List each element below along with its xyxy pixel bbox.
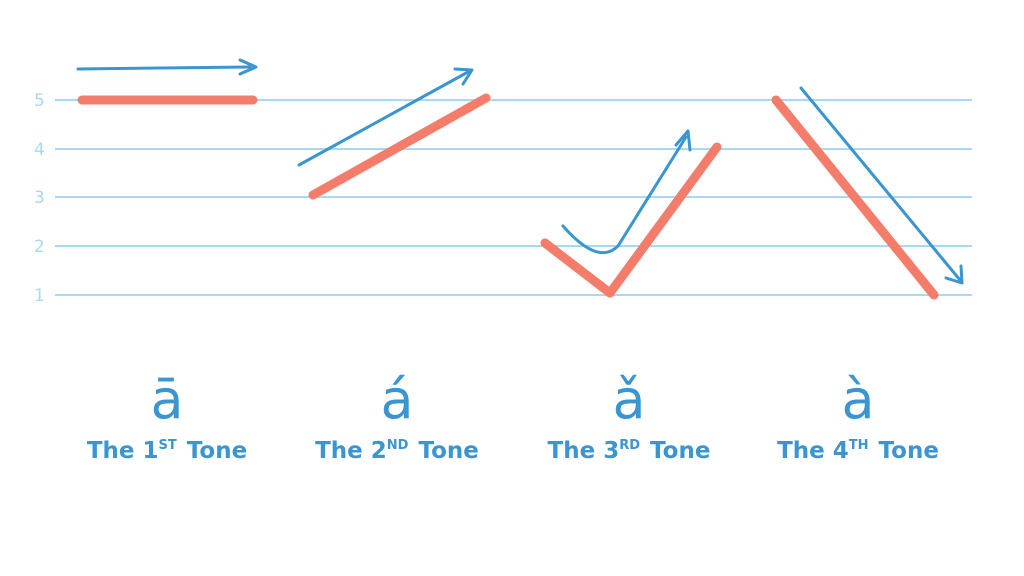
tone-2-label-ordinal: ND xyxy=(386,438,409,453)
pitch-tick-labels: 5 4 3 2 1 xyxy=(34,91,45,306)
tone-2-arrow xyxy=(297,70,470,167)
tone-1-caption: ā The 1ST Tone xyxy=(52,370,282,466)
tone-3-arrowhead-icon xyxy=(674,129,692,152)
tone-3-label-ordinal: RD xyxy=(619,438,641,453)
tone-3-label: The 3RD Tone xyxy=(514,436,744,466)
tone-2-label-prefix: The 2 xyxy=(315,438,387,464)
tone-2-label-end: Tone xyxy=(410,438,479,464)
tone-3-caption: ǎ The 3RD Tone xyxy=(514,370,744,466)
tone-4-label-ordinal: TH xyxy=(848,438,869,453)
tone-3-label-end: Tone xyxy=(642,438,711,464)
tone-2-character: á xyxy=(380,368,414,431)
tone-2-label: The 2ND Tone xyxy=(282,436,512,466)
tone-1-arrow xyxy=(76,65,252,71)
tone-4-graphic xyxy=(771,86,964,300)
tone-3-label-prefix: The 3 xyxy=(547,438,620,464)
tone-4-label-prefix: The 4 xyxy=(777,438,849,464)
tone-2-arrowhead-icon xyxy=(453,67,474,86)
tone-1-label: The 1ST Tone xyxy=(52,436,282,466)
tone-4-character: à xyxy=(841,368,875,431)
tone-3-arrow xyxy=(561,135,688,255)
tone-1-label-prefix: The 1 xyxy=(86,438,159,464)
tone-1-graphic xyxy=(76,58,258,105)
tone-4-arrow xyxy=(799,86,962,282)
tick-label-1: 1 xyxy=(34,286,45,306)
tone-2-contour xyxy=(308,93,491,200)
tone-2-caption: á The 2ND Tone xyxy=(282,370,512,466)
tone-4-label-end: Tone xyxy=(870,438,939,464)
tone-1-label-ordinal: ST xyxy=(158,438,177,453)
tone-2-graphic xyxy=(297,67,491,200)
tick-label-3: 3 xyxy=(34,188,45,208)
tone-4-contour xyxy=(771,95,939,300)
tone-4-label: The 4TH Tone xyxy=(743,436,973,466)
tick-label-2: 2 xyxy=(34,237,45,257)
tick-label-4: 4 xyxy=(34,140,45,160)
tone-4-caption: à The 4TH Tone xyxy=(743,370,973,466)
tone-3-contour xyxy=(540,142,722,298)
tone-4-arrowhead-icon xyxy=(944,264,964,285)
tone-3-character: ǎ xyxy=(612,368,646,431)
tick-label-5: 5 xyxy=(34,91,45,111)
tone-1-character: ā xyxy=(150,368,184,431)
tone-3-graphic xyxy=(540,129,722,298)
tone-1-label-end: Tone xyxy=(178,438,248,464)
tone-1-arrowhead-icon xyxy=(238,58,258,76)
